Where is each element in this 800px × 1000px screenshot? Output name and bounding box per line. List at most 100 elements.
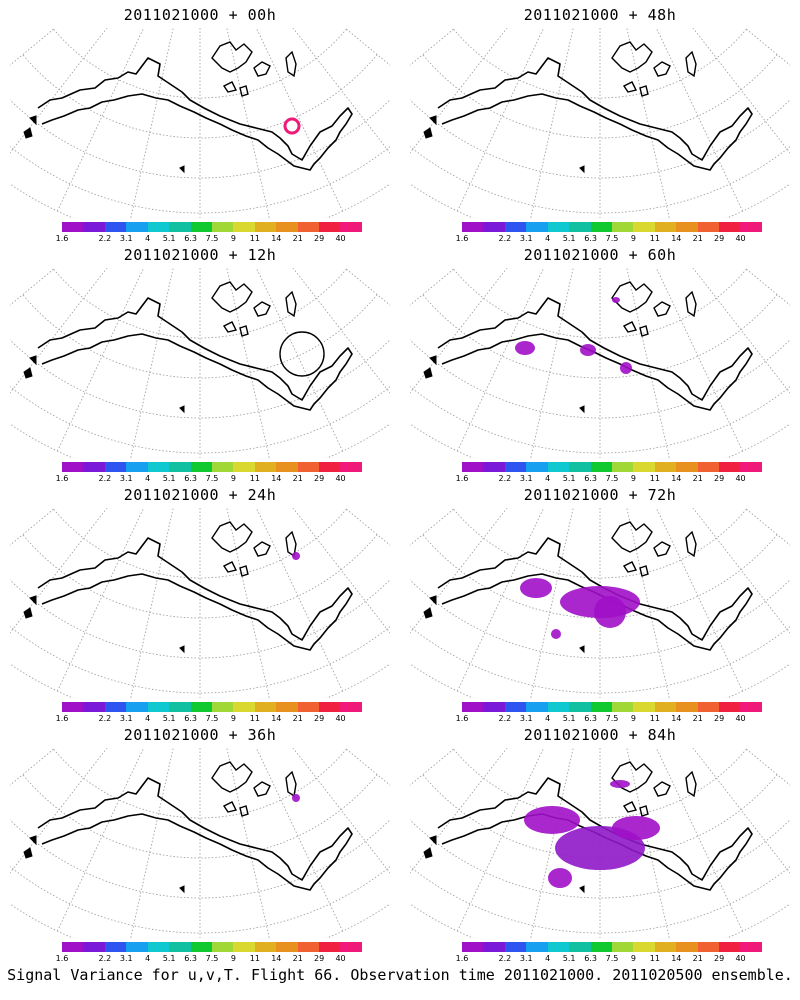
islands	[423, 115, 585, 174]
colorbar-swatch	[483, 222, 505, 232]
panel-title: 2011021000 + 00h	[123, 6, 277, 24]
colorbar-swatch	[340, 222, 362, 232]
arctic-archipelago	[611, 281, 697, 337]
colorbar-tick-label: 7.5	[605, 474, 619, 483]
colorbar-swatch	[504, 222, 527, 232]
colorbar-tick-label: 3.1	[119, 234, 133, 243]
colorbar-swatch	[83, 462, 105, 472]
colorbar-tick-label: 6.3	[584, 474, 597, 483]
variance-blob	[292, 794, 300, 802]
map-panel: 2011021000 + 60h 1.6 2.2 3.1 4 5.1 6.3 7.5 9 11 14…	[400, 240, 800, 483]
colorbar-swatch	[611, 702, 634, 712]
map-graticule	[410, 268, 790, 458]
colorbar-tick-label: 2.2	[98, 234, 112, 243]
colorbar-tick-label: 6.3	[584, 714, 597, 723]
colorbar-swatch	[719, 942, 741, 952]
colorbar-tick-label: 4	[545, 474, 551, 483]
colorbar-swatch	[483, 462, 505, 472]
colorbar-swatch	[526, 702, 548, 712]
colorbar-swatch	[633, 462, 655, 472]
variance-blob	[548, 868, 572, 888]
colorbar-swatch	[569, 462, 591, 472]
colorbar-tick-label: 5.1	[562, 714, 576, 723]
colorbar	[462, 222, 762, 232]
colorbar-tick-label: 3.1	[119, 954, 133, 963]
colorbar-swatch	[233, 222, 255, 232]
colorbar	[62, 462, 362, 472]
colorbar-swatch	[569, 942, 591, 952]
colorbar-swatch	[104, 222, 127, 232]
colorbar-swatch	[654, 702, 677, 712]
colorbar-swatch	[233, 462, 255, 472]
map-panel: 2011021000 + 84h 1.6 2.2 3.1 4 5.1 6.3 7.5 9 11 14…	[400, 720, 800, 963]
colorbar-tick-label: 9	[230, 234, 236, 243]
colorbar-swatch	[126, 462, 148, 472]
colorbar-tick-label: 6.3	[184, 954, 197, 963]
colorbar-tick-label: 29	[314, 474, 325, 483]
colorbar-swatch	[590, 462, 612, 472]
colorbar-tick-label: 21	[292, 954, 303, 963]
colorbar-swatch	[676, 702, 698, 712]
colorbar-swatch	[547, 942, 570, 952]
map-graticule	[10, 28, 390, 218]
colorbar-tick-label: 2.2	[498, 474, 512, 483]
colorbar-swatch	[233, 702, 255, 712]
colorbar-swatch	[590, 222, 612, 232]
colorbar-ticks: 1.6 2.2 3.1 4 5.1 6.3 7.5 9 11 14 21 29 40	[56, 474, 362, 484]
colorbar-swatch	[654, 942, 677, 952]
colorbar-tick-label: 11	[649, 714, 660, 723]
coastline	[37, 777, 353, 891]
colorbar-swatch	[740, 462, 762, 472]
map-graticule	[410, 508, 790, 698]
colorbar-swatch	[654, 462, 677, 472]
colorbar-swatch	[169, 942, 191, 952]
colorbar-tick-label: 2.2	[498, 714, 512, 723]
colorbar-tick-label: 3.1	[519, 234, 533, 243]
colorbar-tick-label: 21	[692, 474, 703, 483]
colorbar-tick-label: 6.3	[584, 954, 597, 963]
colorbar-swatch	[633, 942, 655, 952]
variance-blob	[515, 341, 535, 355]
map-panel: 2011021000 + 48h 1.6 2.2 3.1 4 5.1 6.3 7.5 9 11 14…	[400, 0, 800, 243]
colorbar-swatch	[190, 942, 212, 952]
variance-blob	[594, 596, 626, 628]
colorbar-swatch	[611, 222, 634, 232]
coastline	[437, 537, 753, 651]
colorbar-swatch	[590, 702, 612, 712]
colorbar-swatch	[719, 222, 741, 232]
colorbar-tick-label: 11	[649, 234, 660, 243]
colorbar-swatch	[297, 702, 320, 712]
colorbar-tick-label: 7.5	[205, 954, 219, 963]
colorbar-swatch	[483, 702, 505, 712]
colorbar-swatch	[654, 222, 677, 232]
panel-title: 2011021000 + 24h	[123, 486, 277, 504]
colorbar-swatch	[254, 222, 277, 232]
colorbar-ticks: 1.6 2.2 3.1 4 5.1 6.3 7.5 9 11 14 21 29 40	[56, 234, 362, 244]
colorbar-swatch	[104, 462, 127, 472]
colorbar-tick-label: 2.2	[98, 714, 112, 723]
colorbar-tick-label: 1.6	[455, 234, 469, 243]
colorbar-ticks: 1.6 2.2 3.1 4 5.1 6.3 7.5 9 11 14 21 29 40	[56, 954, 362, 964]
figure-caption: Signal Variance for u,v,T. Flight 66. Ob…	[7, 966, 793, 984]
coastline	[37, 537, 353, 651]
panel-title: 2011021000 + 72h	[523, 486, 677, 504]
colorbar-tick-label: 21	[292, 714, 303, 723]
polar-map	[410, 28, 790, 218]
colorbar-swatch	[697, 702, 720, 712]
colorbar-swatch	[676, 942, 698, 952]
panel-title: 2011021000 + 48h	[523, 6, 677, 24]
polar-map	[10, 28, 390, 218]
colorbar-tick-label: 5.1	[162, 954, 176, 963]
panel-title: 2011021000 + 36h	[123, 726, 277, 744]
colorbar-tick-label: 14	[271, 474, 282, 483]
colorbar-swatch	[697, 462, 720, 472]
arctic-archipelago	[211, 41, 297, 97]
colorbar-tick-label: 40	[735, 954, 746, 963]
colorbar-tick-label: 14	[671, 234, 682, 243]
variance-blob	[612, 297, 620, 303]
colorbar-tick-label: 1.6	[455, 474, 469, 483]
colorbar-swatch	[83, 702, 105, 712]
colorbar-swatch	[504, 702, 527, 712]
variance-blob	[551, 629, 561, 639]
colorbar-tick-label: 3.1	[519, 954, 533, 963]
